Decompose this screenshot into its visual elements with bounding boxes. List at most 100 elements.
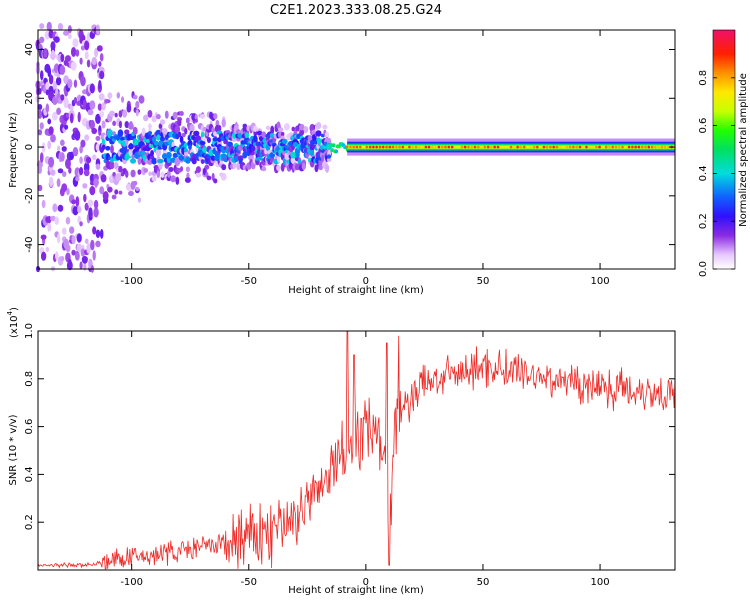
snr-y-scale-label: (x104): [6, 307, 20, 338]
heatmap-cell: [91, 57, 97, 66]
heatmap-cell: [95, 163, 101, 170]
heatmap-peak: [454, 145, 457, 149]
heatmap-cell: [220, 172, 227, 181]
heatmap-cell: [290, 151, 297, 159]
snr-series-line: [37, 330, 676, 570]
heatmap-cell: [99, 229, 104, 239]
heatmap-cell: [194, 114, 198, 121]
heatmap-peak: [509, 145, 513, 149]
heatmap-cell: [282, 138, 288, 145]
heatmap-peak: [388, 145, 392, 149]
heatmap-cell: [47, 66, 52, 78]
colorbar-tick-label: 0.6: [698, 118, 709, 134]
heatmap-cell: [310, 149, 315, 157]
heatmap-cell: [326, 157, 332, 162]
heatmap-cell: [170, 175, 176, 183]
heatmap-cell: [86, 156, 92, 164]
heatmap-cell: [66, 187, 70, 196]
heatmap-cell: [45, 81, 50, 91]
heatmap-cell: [65, 158, 71, 169]
heatmap-cell: [172, 152, 178, 158]
x-tick-label: -50: [241, 276, 257, 287]
heatmap-peak: [385, 145, 388, 149]
heatmap-cell: [80, 248, 86, 257]
heatmap-cell: [180, 166, 184, 172]
x-tick-label: -100: [120, 276, 143, 287]
heatmap-cell: [95, 113, 101, 125]
heatmap-cell: [61, 227, 67, 235]
heatmap-cell: [101, 102, 106, 111]
heatmap-cell: [46, 21, 52, 32]
heatmap-cell: [135, 109, 139, 117]
heatmap-peak: [401, 145, 405, 149]
heatmap-cell: [77, 111, 81, 123]
heatmap-cell: [93, 178, 99, 187]
heatmap-cell: [331, 143, 336, 148]
heatmap-cell: [59, 65, 66, 75]
heatmap-peak: [631, 145, 634, 149]
heatmap-cell: [156, 170, 161, 179]
heatmap-peak: [421, 145, 424, 149]
heatmap-cell: [56, 107, 62, 115]
colorbar-tick-label: 0.4: [698, 165, 709, 181]
heatmap-cell: [277, 127, 284, 132]
heatmap-peak: [667, 145, 670, 149]
heatmap-cell: [95, 229, 101, 239]
heatmap-peak: [552, 145, 555, 149]
snr-panel: -100 -50 0 50 100 0.2 0.4 0.6 0.8 1.0 Height of s…: [6, 307, 676, 596]
y-tick-label: 1.0: [24, 323, 35, 339]
heatmap-peak: [375, 145, 378, 149]
y-tick-label: -40: [24, 236, 35, 252]
heatmap-peak: [411, 145, 415, 149]
x-tick-label: 100: [591, 276, 610, 287]
heatmap-cell: [145, 139, 151, 143]
heatmap-cell: [318, 165, 323, 171]
heatmap-cell: [158, 123, 163, 129]
heatmap-cell: [334, 149, 339, 154]
heatmap-cell: [221, 164, 227, 171]
heatmap-cell: [95, 24, 100, 35]
heatmap-cell: [83, 169, 90, 177]
heatmap-cell: [93, 199, 99, 209]
heatmap-cell: [40, 234, 47, 240]
heatmap-cell: [67, 33, 72, 40]
heatmap-cell: [114, 112, 118, 118]
heatmap-cell: [161, 128, 168, 134]
heatmap-peak: [608, 145, 611, 149]
heatmap-peak: [352, 145, 355, 149]
heatmap-cell: [99, 110, 105, 118]
heatmap-cell: [324, 163, 330, 173]
heatmap-cell: [49, 176, 54, 187]
heatmap-cell: [177, 118, 182, 127]
heatmap-cell: [164, 110, 169, 119]
heatmap-cell: [183, 147, 188, 153]
heatmap-cell: [57, 22, 64, 31]
heatmap-peak: [575, 145, 578, 149]
heatmap-cell: [151, 175, 157, 182]
heatmap-cell: [64, 55, 72, 62]
heatmap-cell: [48, 156, 55, 168]
heatmap-cell: [206, 175, 212, 181]
heatmap-peak: [621, 145, 624, 149]
y-tick-label: 0: [24, 144, 35, 150]
heatmap-peak: [637, 145, 641, 149]
heatmap-cell: [84, 238, 89, 244]
heatmap-cell: [107, 186, 113, 193]
heatmap-cell: [199, 140, 206, 146]
heatmap-cell: [81, 256, 88, 264]
heatmap-cell: [160, 171, 165, 178]
heatmap-cell: [37, 184, 43, 192]
heatmap-cell: [74, 130, 81, 141]
heatmap-cell: [202, 147, 208, 153]
heatmap-cell: [212, 137, 219, 142]
heatmap-cell: [47, 118, 52, 125]
snr-y-scale-prefix: (x10: [9, 315, 20, 338]
heatmap-cell: [75, 176, 80, 182]
heatmap-peak: [395, 145, 398, 149]
heatmap-cell: [213, 178, 218, 184]
heatmap-cell: [301, 162, 306, 171]
heatmap-peak: [532, 145, 536, 149]
heatmap-peak: [591, 145, 595, 149]
heatmap-cell: [92, 226, 97, 235]
